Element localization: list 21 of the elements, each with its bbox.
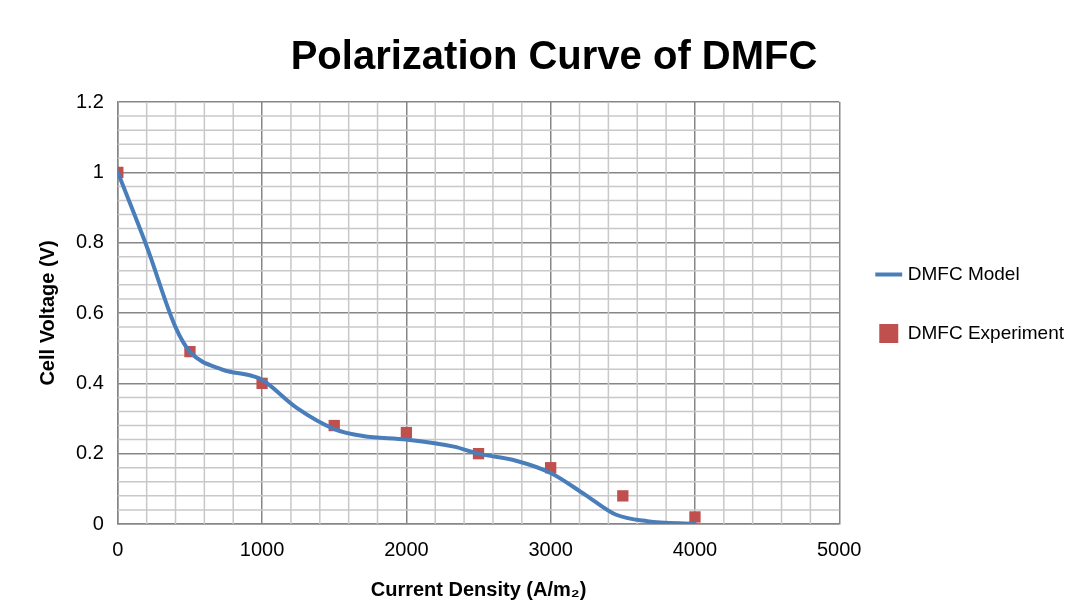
point — [689, 511, 701, 523]
x-tick-label: 0 — [112, 537, 124, 560]
y-tick-label: 1 — [92, 159, 104, 182]
y-tick-label: 0.6 — [75, 300, 104, 323]
y-tick-label: 0.8 — [75, 230, 104, 253]
y-tick-label: 0.2 — [75, 441, 104, 464]
point — [617, 490, 629, 502]
x-axis-title: Current Density (A/m₂) — [370, 577, 587, 600]
x-tick-label: 3000 — [528, 537, 573, 560]
x-tick-label: 1000 — [239, 537, 285, 560]
x-tick-label: 4000 — [672, 537, 718, 560]
point — [400, 426, 413, 439]
y-tick-label: 0.4 — [75, 370, 104, 393]
chart-title: Polarization Curve of DMFC — [290, 33, 818, 78]
x-tick-label: 2000 — [384, 537, 429, 560]
y-tick-label: 0 — [92, 511, 104, 534]
x-tick-label: 5000 — [817, 537, 862, 560]
y-axis-title: Cell Voltage (V) — [35, 240, 58, 386]
y-tick-label: 1.2 — [75, 89, 104, 112]
legend-label: DMFC Experiment — [907, 321, 1065, 343]
legend-label: DMFC Model — [907, 262, 1020, 284]
